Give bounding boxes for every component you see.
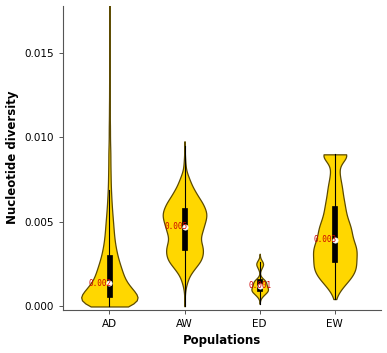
Y-axis label: Nucleotide diversity: Nucleotide diversity — [5, 91, 19, 225]
Bar — [182, 208, 187, 250]
X-axis label: Populations: Populations — [183, 334, 261, 347]
Bar — [257, 279, 262, 291]
Bar — [332, 206, 337, 262]
Text: 0.005: 0.005 — [164, 222, 187, 231]
Text: 0.003: 0.003 — [314, 235, 337, 244]
Text: 0.002: 0.002 — [88, 279, 111, 288]
Bar — [107, 255, 112, 298]
Text: 0.001: 0.001 — [248, 281, 272, 290]
